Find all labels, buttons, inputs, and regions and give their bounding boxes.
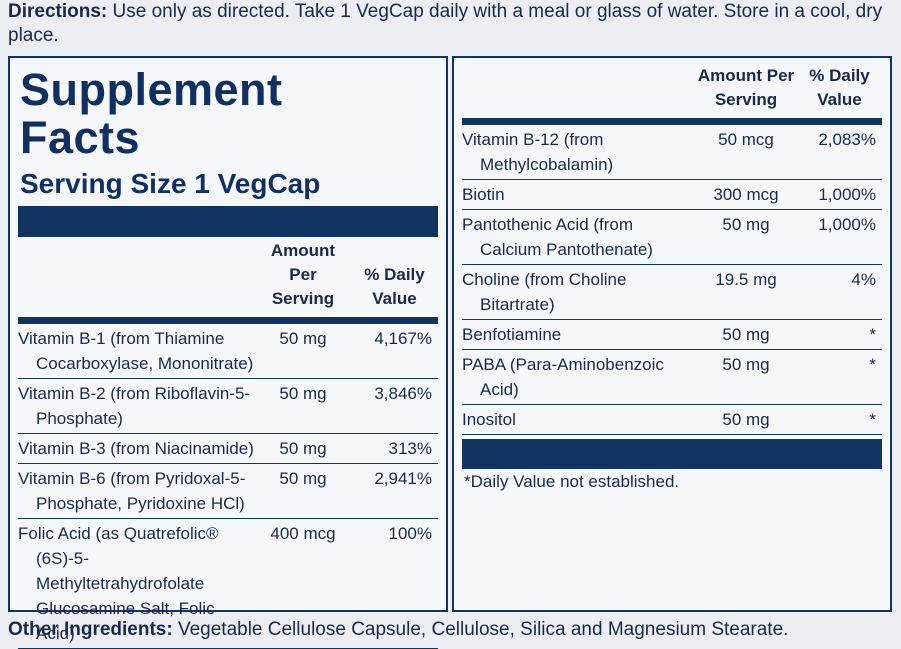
amount-header: Amount Per Serving — [255, 239, 351, 324]
daily-value: 1,000% — [797, 209, 882, 265]
facts-table: Amount Per Serving% Daily Value Vitamin … — [462, 64, 882, 435]
other-ingredients-label: Other Ingredients: — [8, 619, 173, 640]
nutrient-row: Biotin 300 mcg 1,000% — [462, 179, 882, 210]
facts-table: Amount Per Serving% Daily Value Vitamin … — [18, 239, 438, 649]
daily-value: 1,000% — [797, 179, 882, 210]
directions-label: Directions: — [8, 1, 108, 22]
nutrient-name: Choline (from Choline Bitartrate) — [462, 264, 695, 320]
nutrient-row: Folic Acid (as Quatrefolic® (6S)-5-Methy… — [18, 518, 438, 649]
daily-value: 4% — [797, 264, 882, 320]
amount: 50 mg — [255, 463, 351, 519]
amount: 50 mg — [695, 319, 797, 350]
amount: 19.5 mg — [695, 264, 797, 320]
dv-header: % Daily Value — [797, 64, 882, 125]
nutrient-name: Vitamin B-12 (from Methylcobalamin) — [462, 121, 695, 180]
nutrient-row: Inositol 50 mg * — [462, 404, 882, 435]
nutrient-name: Biotin — [462, 179, 695, 210]
nutrient-name: Benfotiamine — [462, 319, 695, 350]
amount: 50 mg — [695, 349, 797, 405]
nutrient-name: Vitamin B-6 (from Pyridoxal-5-Phosphate,… — [18, 463, 255, 519]
header-row: Amount Per Serving% Daily Value — [18, 239, 438, 324]
nutrient-row: Vitamin B-6 (from Pyridoxal-5-Phosphate,… — [18, 463, 438, 519]
amount: 50 mg — [255, 320, 351, 379]
other-ingredients-text: Vegetable Cellulose Capsule, Cellulose, … — [177, 619, 789, 640]
footnote: *Daily Value not established. — [464, 472, 680, 491]
amount: 50 mg — [255, 378, 351, 434]
nutrient-row: Choline (from Choline Bitartrate) 19.5 mg… — [462, 264, 882, 320]
dv-header: % Daily Value — [351, 239, 438, 324]
amount: 400 mcg — [255, 518, 351, 649]
directions-text: Use only as directed. Take 1 VegCap dail… — [8, 1, 883, 46]
nutrient-name: PABA (Para-Aminobenzoic Acid) — [462, 349, 695, 405]
amount: 50 mg — [255, 433, 351, 464]
nutrient-row: Vitamin B-12 (from Methylcobalamin) 50 mc… — [462, 121, 882, 180]
nutrient-row: Benfotiamine 50 mg * — [462, 319, 882, 350]
amount: 50 mg — [695, 404, 797, 435]
amount: 50 mg — [695, 209, 797, 265]
nutrient-name: Vitamin B-2 (from Riboflavin-5-Phosphate… — [18, 378, 255, 434]
bar — [462, 439, 882, 469]
bar — [18, 206, 438, 237]
nutrient-name: Pantothenic Acid (from Calcium Pantothen… — [462, 209, 695, 265]
nutrient-name: Inositol — [462, 404, 695, 435]
serving-size: Serving Size 1 VegCap — [20, 168, 321, 199]
daily-value: * — [797, 349, 882, 405]
daily-value: 2,941% — [351, 463, 438, 519]
daily-value: 3,846% — [351, 378, 438, 434]
daily-value: 100% — [351, 518, 438, 649]
left-panel: Supplement Facts Serving Size 1 VegCap A… — [8, 56, 448, 649]
right-panel: Amount Per Serving% Daily Value Vitamin … — [452, 56, 892, 612]
daily-value: * — [797, 404, 882, 435]
nutrient-name: Folic Acid (as Quatrefolic® (6S)-5-Methy… — [18, 518, 255, 649]
daily-value: 2,083% — [797, 121, 882, 180]
other-ingredients: Other Ingredients: Vegetable Cellulose C… — [8, 618, 893, 642]
nutrient-name: Vitamin B-3 (from Niacinamide) — [18, 433, 255, 464]
nutrient-row: Vitamin B-3 (from Niacinamide) 50 mg 313% — [18, 433, 438, 464]
amount: 50 mcg — [695, 121, 797, 180]
header-row: Amount Per Serving% Daily Value — [462, 64, 882, 125]
nutrient-row: Pantothenic Acid (from Calcium Pantothen… — [462, 209, 882, 265]
nutrient-row: Vitamin B-1 (from Thiamine Cocarboxylase… — [18, 320, 438, 379]
amount-header: Amount Per Serving — [695, 64, 797, 125]
nutrient-row: PABA (Para-Aminobenzoic Acid) 50 mg * — [462, 349, 882, 405]
nutrient-name: Vitamin B-1 (from Thiamine Cocarboxylase… — [18, 320, 255, 379]
daily-value: 313% — [351, 433, 438, 464]
directions: Directions: Use only as directed. Take 1… — [8, 0, 893, 48]
nutrient-row: Vitamin B-2 (from Riboflavin-5-Phosphate… — [18, 378, 438, 434]
amount: 300 mcg — [695, 179, 797, 210]
daily-value: * — [797, 319, 882, 350]
title: Supplement Facts — [20, 64, 283, 163]
daily-value: 4,167% — [351, 320, 438, 379]
